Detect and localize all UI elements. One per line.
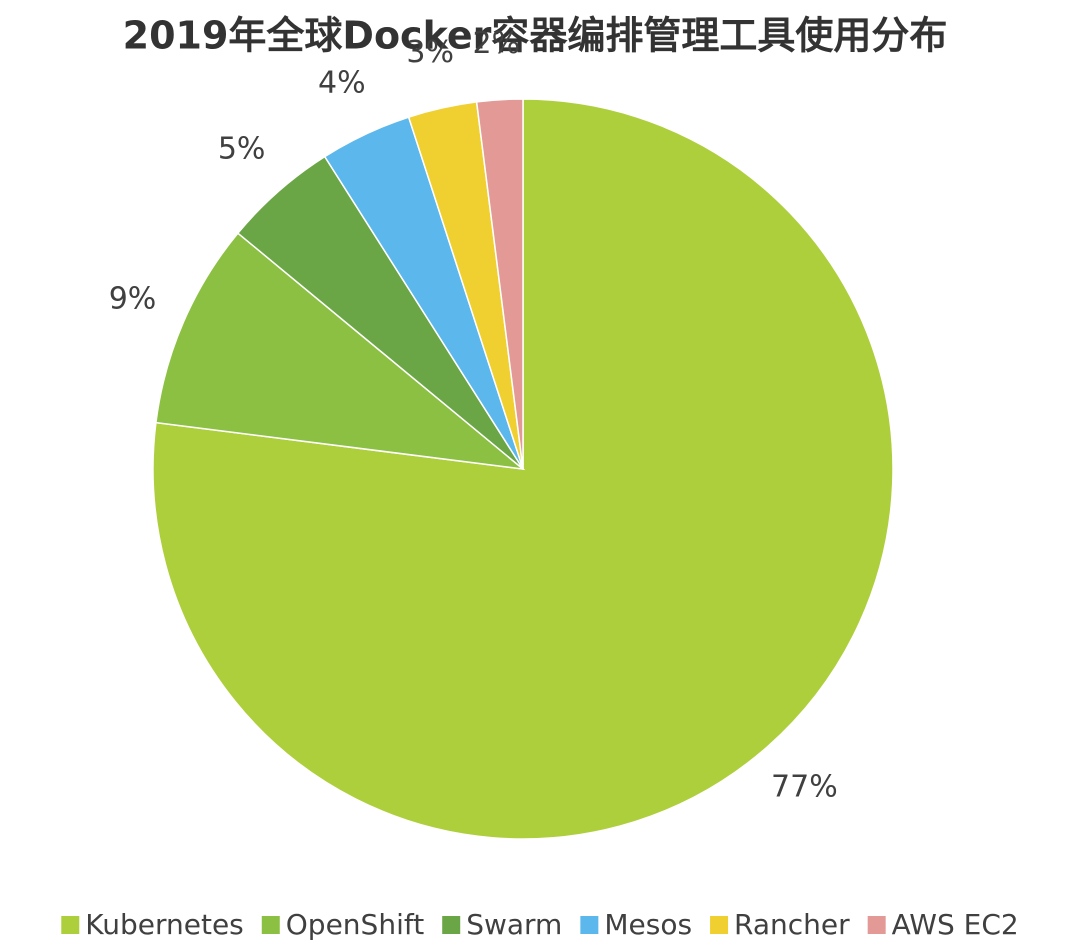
legend-label: Mesos xyxy=(604,908,692,941)
legend-label: Rancher xyxy=(734,908,850,941)
legend-swatch xyxy=(580,916,599,934)
legend-label: AWS EC2 xyxy=(892,908,1019,941)
data-label: 4% xyxy=(318,65,366,100)
legend-swatch xyxy=(867,916,886,934)
pie-slice xyxy=(152,98,894,840)
legend-swatch xyxy=(710,916,729,934)
legend-label: Swarm xyxy=(466,908,562,941)
data-label: 5% xyxy=(218,131,266,166)
pie-slice xyxy=(155,232,526,471)
data-label: 77% xyxy=(771,770,838,805)
data-label: 9% xyxy=(109,282,157,317)
legend-label: Kubernetes xyxy=(85,908,244,941)
legend-swatch xyxy=(261,916,280,934)
chart-title: 2019年全球Docker容器编排管理工具使用分布 xyxy=(123,14,948,58)
legend-label: OpenShift xyxy=(286,908,424,941)
pie-slice xyxy=(475,98,524,470)
legend-swatch xyxy=(61,916,80,934)
data-label: 3% xyxy=(406,35,454,70)
legend-swatch xyxy=(442,916,461,934)
data-label: 2% xyxy=(472,26,520,61)
